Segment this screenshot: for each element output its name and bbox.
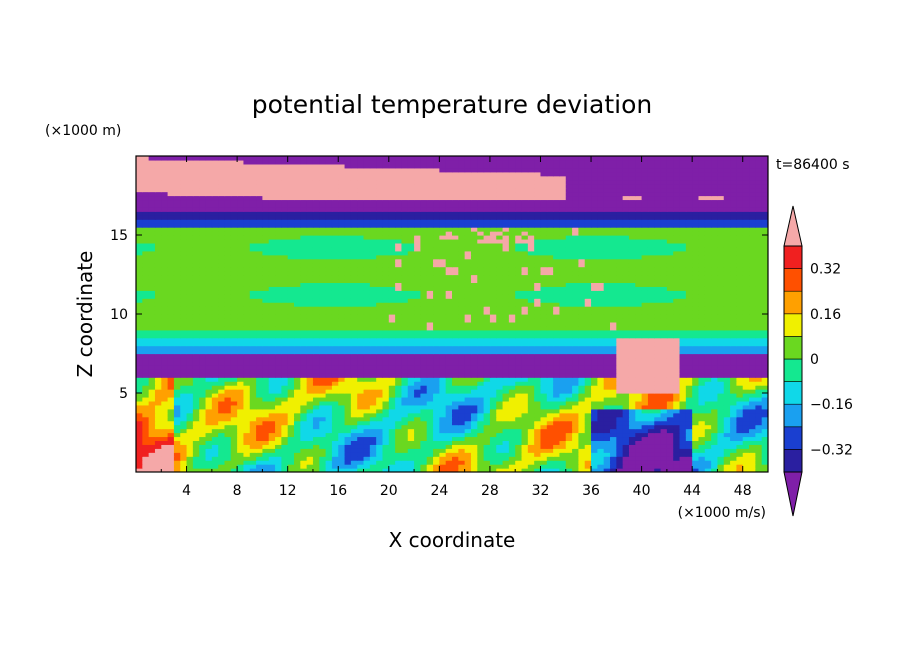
colorbar-segment: [783, 381, 803, 405]
y-axis-label: Z coordinate: [73, 251, 97, 378]
colorbar-segment: [783, 245, 803, 269]
colorbar-segment: [783, 358, 803, 382]
x-tick-label: 12: [279, 483, 297, 499]
y-axis-ticks: 5 10 15: [110, 228, 768, 402]
colorbar-label: −0.32: [810, 442, 853, 458]
colorbar-segment: [783, 403, 803, 428]
x-tick-label: 44: [683, 483, 701, 499]
x-tick-label: 4: [182, 483, 191, 499]
x-units-label: (×1000 m/s): [678, 505, 766, 521]
colorbar-frame: [783, 245, 803, 473]
y-tick-label: 10: [110, 307, 128, 323]
colorbar-segment: [783, 426, 803, 450]
colorbar-segment: [783, 336, 803, 360]
x-axis-label: X coordinate: [389, 528, 516, 552]
x-tick-label: 8: [233, 483, 242, 499]
colorbar-segment: [783, 449, 803, 473]
colorbar-label: 0.32: [810, 262, 841, 278]
colorbar-extend-low: [783, 471, 803, 517]
chart-title: potential temperature deviation: [252, 90, 652, 119]
colorbar-segment: [783, 290, 803, 315]
colorbar-segment: [783, 268, 803, 292]
x-tick-label: 40: [633, 483, 651, 499]
colorbar-segment: [783, 313, 803, 337]
colorbar-label: −0.16: [810, 397, 853, 413]
y-units-label: (×1000 m): [45, 123, 121, 139]
x-tick-label: 20: [380, 483, 398, 499]
x-tick-label: 36: [582, 483, 600, 499]
colorbar-label: 0: [810, 352, 819, 368]
x-tick-label: 16: [329, 483, 347, 499]
x-tick-label: 48: [734, 483, 752, 499]
colorbar-label: 0.16: [810, 307, 841, 323]
contour-field: [136, 156, 768, 472]
x-tick-label: 32: [532, 483, 550, 499]
colorbar: 0.32 0.16 0 −0.16 −0.32: [783, 205, 853, 517]
time-label: t=86400 s: [776, 157, 850, 173]
x-axis-ticks: 4 8 12 16 20 24 28 32 36 40 44 48: [160, 156, 752, 499]
x-tick-label: 24: [430, 483, 448, 499]
colorbar-extend-high: [783, 205, 803, 247]
x-tick-label: 28: [481, 483, 499, 499]
y-tick-label: 5: [119, 386, 128, 402]
y-tick-label: 15: [110, 228, 128, 244]
